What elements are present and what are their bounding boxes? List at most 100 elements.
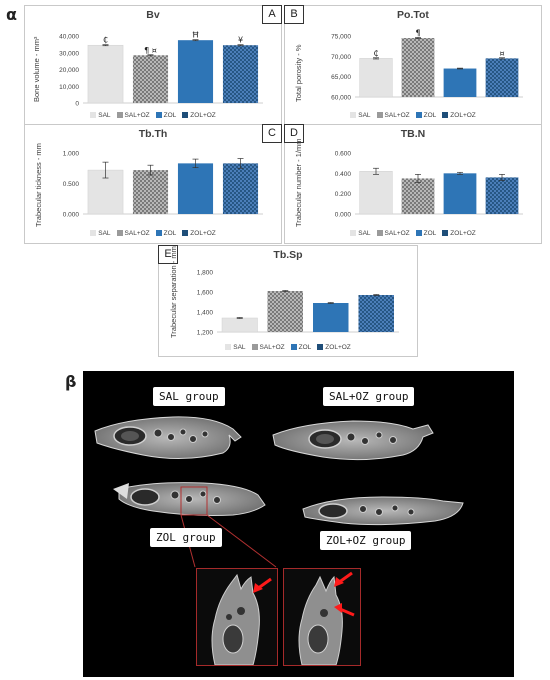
legend-label: ZOL: [163, 230, 177, 237]
group-label-zol-oz: ZOL+OZ group: [320, 531, 412, 550]
group-label-sal-oz: SAL+OZ group: [323, 387, 415, 406]
legend-label: ZOL: [163, 112, 177, 119]
bar-zol: [177, 163, 214, 214]
y-tick-label: 0.500: [63, 181, 80, 188]
legend-item-zol-oz: ZOL+OZ: [182, 112, 216, 119]
legend-swatch: [442, 112, 449, 118]
significance-marker: ¥: [238, 36, 243, 45]
zol-oz-inset-zoom: [283, 568, 361, 666]
bar-zol: [177, 40, 214, 103]
legend-item-zol: ZOL: [155, 230, 177, 237]
chart-panel-tb-th: Tb.Th C Trabecular tickness - mm 0.000 0.…: [24, 124, 282, 244]
y-tick-label: 1,800: [197, 270, 214, 277]
legend-item-zol: ZOL: [155, 112, 177, 119]
legend-swatch: [376, 230, 383, 236]
legend-swatch: [182, 112, 189, 118]
legend-label: SAL: [98, 112, 111, 119]
chart-legend: SAL SAL+OZ ZOL ZOL+OZ: [25, 112, 281, 119]
chart-panel-tb-sp: Tb.Sp E Trabecular separation - mm 1,200…: [158, 245, 418, 357]
panel-letter: B: [284, 5, 304, 24]
y-tick-label: 1,400: [197, 310, 214, 317]
chart-title: Bv: [146, 9, 160, 21]
legend-label: ZOL: [298, 344, 312, 351]
y-tick-label: 20,000: [59, 67, 79, 74]
legend-label: ZOL+OZ: [325, 344, 351, 351]
legend-item-sal-oz: SAL+OZ: [376, 230, 410, 237]
legend-swatch: [350, 230, 357, 236]
legend-swatch: [90, 112, 97, 118]
legend-label: SAL+OZ: [124, 230, 150, 237]
legend-label: SAL: [358, 112, 371, 119]
y-tick-label: 1.000: [63, 151, 80, 158]
legend-item-zol: ZOL: [415, 230, 437, 237]
chart-legend: SAL SAL+OZ ZOL ZOL+OZ: [159, 344, 417, 351]
y-tick-label: 70,000: [331, 54, 351, 61]
bar-chart: 0.000 0.500 1.000: [63, 151, 263, 219]
chart-legend: SAL SAL+OZ ZOL ZOL+OZ: [285, 230, 541, 237]
y-tick-label: 0.400: [335, 171, 352, 178]
legend-swatch: [155, 230, 162, 236]
legend-item-sal-oz: SAL+OZ: [116, 230, 150, 237]
chart-legend: SAL SAL+OZ ZOL ZOL+OZ: [285, 112, 541, 119]
y-tick-label: 60,000: [331, 95, 351, 102]
chart-title: Tb.Sp: [273, 249, 303, 261]
legend-item-sal: SAL: [350, 112, 371, 119]
y-tick-label: 65,000: [331, 74, 351, 81]
micro-ct-image-panel: SAL group SAL+OZ group ZOL group ZOL+OZ …: [83, 371, 514, 677]
significance-marker: ¶: [415, 28, 420, 37]
significance-marker: ₵: [103, 36, 108, 45]
chart-panel-bv: Bv A Bone volume - mm³ 0 10,000 20,000 30,0…: [24, 5, 282, 125]
bar-sal-oz: [401, 38, 435, 97]
legend-swatch: [415, 230, 422, 236]
bar-sal-oz: [267, 291, 303, 332]
zol-inset-zoom: [196, 568, 278, 666]
legend-item-sal-oz: SAL+OZ: [251, 344, 285, 351]
y-tick-label: 75,000: [331, 34, 351, 41]
zol-jaw-scan: [113, 482, 277, 568]
bar-zol-oz: [485, 177, 519, 214]
legend-label: ZOL: [423, 230, 437, 237]
legend-item-zol-oz: ZOL+OZ: [442, 230, 476, 237]
legend-label: ZOL: [423, 112, 437, 119]
bar-zol: [313, 303, 349, 332]
sal-jaw-scan: [94, 416, 242, 460]
legend-item-sal-oz: SAL+OZ: [376, 112, 410, 119]
legend-item-zol-oz: ZOL+OZ: [182, 230, 216, 237]
legend-item-sal: SAL: [350, 230, 371, 237]
panel-letter: E: [158, 245, 178, 264]
legend-item-zol: ZOL: [415, 112, 437, 119]
y-tick-label: 40,000: [59, 34, 79, 41]
legend-item-sal: SAL: [90, 112, 111, 119]
legend-label: SAL+OZ: [259, 344, 285, 351]
legend-swatch: [442, 230, 449, 236]
bar-sal: [359, 58, 393, 98]
legend-swatch: [415, 112, 422, 118]
y-tick-label: 0.200: [335, 191, 352, 198]
bar-zol-oz: [222, 45, 259, 103]
bar-zol-oz: [222, 163, 259, 214]
legend-swatch: [116, 230, 123, 236]
chart-title: Tb.Th: [138, 128, 168, 140]
significance-marker: ¶ ¤: [144, 46, 157, 55]
bar-zol: [443, 173, 477, 214]
legend-label: ZOL+OZ: [190, 230, 216, 237]
y-tick-label: 1,600: [197, 290, 214, 297]
legend-label: SAL: [233, 344, 246, 351]
group-label-zol: ZOL group: [150, 528, 222, 547]
bar-sal: [221, 317, 258, 333]
chart-panel-po-tot: Po.Tot B Total porosity - % 60,000 65,000…: [284, 5, 542, 125]
legend-label: SAL+OZ: [384, 230, 410, 237]
significance-marker: Ħ: [192, 31, 199, 40]
bar-sal: [87, 44, 124, 104]
bar-sal: [359, 171, 393, 215]
y-tick-label: 0.000: [63, 212, 80, 219]
legend-swatch: [350, 112, 357, 118]
y-tick-label: 0.000: [335, 212, 352, 219]
chart-title: TB.N: [400, 128, 426, 140]
legend-swatch: [225, 344, 232, 350]
panel-letter: C: [262, 124, 282, 143]
legend-item-zol-oz: ZOL+OZ: [317, 344, 351, 351]
legend-label: ZOL+OZ: [450, 230, 476, 237]
bar-zol: [443, 68, 477, 97]
bar-chart: 1,200 1,400 1,600 1,800: [197, 270, 399, 337]
